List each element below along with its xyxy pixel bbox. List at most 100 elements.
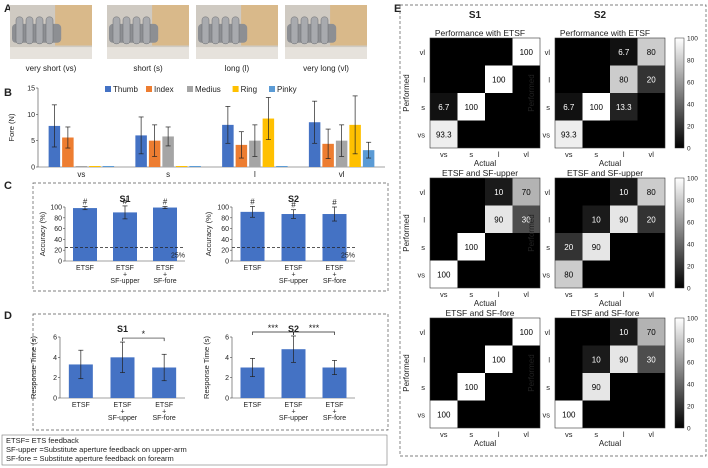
y-tick-label: 0 (31, 165, 35, 172)
x-axis-label: Actual (599, 439, 621, 448)
matrix-cell (485, 233, 513, 261)
matrix-cell (457, 38, 485, 66)
y-tick-label: 100 (217, 205, 229, 212)
note-text: SF-upper =Substitute aperture feedback o… (6, 445, 187, 454)
panel-label: E (394, 3, 401, 15)
matrix-cell (485, 93, 513, 121)
subject-title: S2 (594, 10, 607, 21)
significance-label: *** (268, 323, 279, 333)
cell-value: 100 (590, 103, 604, 112)
x-tick-label: ETSF (114, 402, 132, 409)
matrix-cell (637, 205, 665, 233)
y-tick-label: vl (420, 48, 426, 57)
matrix-title: Performance with ETSF (435, 28, 525, 38)
significance-bracket (122, 337, 165, 342)
matrix-cell (610, 260, 638, 288)
note-text: ETSF= ETS feedback (6, 436, 79, 445)
x-tick-label: ETSF (285, 265, 303, 272)
y-tick-label: 5 (31, 138, 35, 145)
cell-value: 13.3 (616, 103, 632, 112)
robot-finger (112, 16, 121, 45)
matrix-cell (582, 400, 610, 428)
y-axis-label: Performed (402, 354, 411, 391)
cell-value: 6.7 (563, 103, 575, 112)
matrix-cell (637, 233, 665, 261)
x-tick-label: + (332, 272, 336, 279)
x-tick-label: SF-fore (323, 278, 346, 285)
matrix-cell (637, 178, 665, 206)
y-tick-label: vs (543, 130, 551, 139)
x-tick-label: ETSF (155, 402, 173, 409)
significance-label: * (142, 329, 146, 339)
matrix-cell (430, 65, 458, 93)
y-tick-label: vl (420, 188, 426, 197)
y-tick-label: s (546, 243, 550, 252)
cell-value: 100 (437, 270, 451, 279)
x-tick-label: s (166, 170, 170, 179)
colorbar (674, 177, 685, 289)
matrix-cell (485, 400, 513, 428)
y-tick-label: 60 (54, 226, 62, 233)
colorbar-tick-label: 0 (687, 286, 691, 293)
cell-value: 100 (465, 243, 479, 252)
y-tick-label: l (548, 215, 550, 224)
matrix-cell (457, 400, 485, 428)
bar (153, 207, 177, 261)
legend-swatch (146, 86, 152, 92)
matrix-cell (485, 260, 513, 288)
bar-ring (262, 118, 275, 167)
bar (281, 214, 306, 261)
x-tick-label: s (469, 290, 473, 299)
y-tick-label: 6 (225, 335, 229, 342)
significance-marker: # (291, 201, 296, 210)
x-tick-label: l (498, 290, 500, 299)
significance-marker: # (332, 198, 337, 207)
cell-value: 93.3 (561, 130, 577, 139)
cell-value: 30 (647, 355, 656, 364)
x-tick-label: vl (649, 150, 655, 159)
matrix-cell (485, 178, 513, 206)
panel-c-frame (32, 182, 389, 292)
significance-marker: # (163, 197, 168, 206)
colorbar-tick-label: 80 (687, 58, 695, 65)
matrix-cell (555, 178, 583, 206)
x-tick-label: ETSF (116, 265, 134, 272)
y-tick-label: s (421, 243, 425, 252)
x-tick-label: ETSF (72, 402, 90, 409)
cell-value: 90 (592, 383, 601, 392)
colorbar-tick-label: 80 (687, 198, 695, 205)
matrix-cell (610, 65, 638, 93)
colorbar-tick-label: 60 (687, 220, 695, 227)
y-tick-label: l (423, 75, 425, 84)
cell-value: 93.3 (436, 130, 452, 139)
bar (73, 208, 97, 261)
x-tick-label: vl (649, 290, 655, 299)
colorbar-tick-label: 40 (687, 102, 695, 109)
matrix-cell (582, 260, 610, 288)
chart-title: S2 (288, 194, 299, 204)
cell-value: 10 (592, 355, 601, 364)
cell-value: 20 (564, 243, 573, 252)
x-tick-label: ETSF (326, 402, 344, 409)
panel-e-frame (399, 4, 707, 457)
x-tick-label: + (291, 409, 295, 416)
notes-box (1, 434, 388, 466)
x-tick-label: + (163, 272, 167, 279)
cell-value: 100 (562, 410, 576, 419)
matrix-cell (555, 38, 583, 66)
matrix-cell (637, 318, 665, 346)
y-tick-label: vl (545, 188, 551, 197)
matrix-border (554, 177, 666, 289)
matrix-cell (582, 65, 610, 93)
y-axis-label: Performed (402, 74, 411, 111)
y-axis-label: Performed (527, 74, 536, 111)
wood-plate (241, 5, 278, 46)
matrix-cell (512, 345, 540, 373)
bar-medius (162, 136, 174, 167)
colorbar-tick-label: 60 (687, 360, 695, 367)
y-tick-label: 2 (53, 375, 57, 382)
matrix-cell (610, 205, 638, 233)
matrix-cell (582, 205, 610, 233)
x-tick-label: vl (524, 430, 530, 439)
x-tick-label: SF-upper (110, 278, 140, 285)
